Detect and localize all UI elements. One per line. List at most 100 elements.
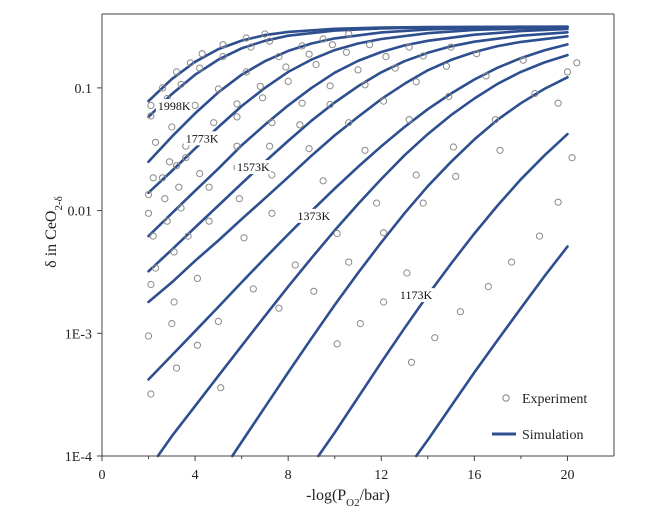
y-tick-label: 0.1 xyxy=(75,82,93,97)
experiment-point xyxy=(205,217,213,225)
experiment-point xyxy=(149,174,157,182)
experiment-point xyxy=(158,174,167,182)
experiment-point xyxy=(380,229,388,237)
experiment-point xyxy=(182,154,190,162)
experiment-point xyxy=(419,52,427,60)
experiment-point xyxy=(191,101,199,110)
experiment-point xyxy=(266,142,274,150)
experiment-point xyxy=(268,171,276,179)
simulation-curve-7 xyxy=(147,35,569,304)
experiment-point xyxy=(268,209,276,217)
experiment-point xyxy=(151,138,160,146)
experiment-point xyxy=(196,64,204,72)
temperature-label: 1373K xyxy=(297,209,330,223)
experiment-point xyxy=(214,317,222,325)
x-axis-ticks: 0 4 8 12 16 20 xyxy=(99,456,574,483)
experiment-point xyxy=(405,43,413,51)
temperature-label: 1998K xyxy=(158,99,191,113)
temperature-label-backing xyxy=(183,131,220,146)
experiment-point xyxy=(563,68,572,76)
x-axis-title: -log(PO2/bar) xyxy=(306,487,390,509)
experiment-point xyxy=(310,287,318,295)
experiment-point xyxy=(147,101,155,110)
experiment-point xyxy=(342,48,350,56)
experiment-point xyxy=(198,50,206,58)
experiment-point xyxy=(554,198,562,206)
temperature-labels: 1998K 1773K 1573K 1373K 1173K xyxy=(155,99,434,303)
experiment-point xyxy=(256,82,264,90)
experiment-point xyxy=(373,199,381,207)
experiment-point xyxy=(345,30,353,38)
experiment-point xyxy=(163,217,171,225)
x-tick-label: 0 xyxy=(99,468,106,483)
experiment-point xyxy=(312,60,320,69)
experiment-point xyxy=(219,53,227,61)
experiment-point xyxy=(161,195,169,203)
temperature-label-backing xyxy=(397,288,434,303)
experiment-point xyxy=(508,258,516,266)
simulation-curve-12 xyxy=(414,245,569,458)
plot-area xyxy=(144,25,581,458)
temperature-label-backing xyxy=(155,99,192,114)
x-tick-label: 12 xyxy=(374,468,388,483)
experiment-point xyxy=(205,183,213,191)
experiment-point xyxy=(144,209,153,217)
temperature-label-backing xyxy=(234,160,271,175)
experiment-point xyxy=(296,121,304,129)
x-tick-label: 16 xyxy=(467,468,481,483)
simulation-curve-5 xyxy=(147,27,569,238)
legend: Experiment Simulation xyxy=(492,392,587,443)
y-axis-title: δ in CeO2-δ xyxy=(43,196,65,268)
experiment-point xyxy=(531,89,539,98)
temperature-label: 1573K xyxy=(237,160,270,174)
experiment-point xyxy=(442,62,450,70)
temperature-label-backing xyxy=(295,208,332,223)
experiment-point xyxy=(305,50,313,58)
experiment-point xyxy=(298,99,306,107)
experiment-point xyxy=(233,100,241,108)
experiment-point xyxy=(449,143,457,151)
x-tick-label: 20 xyxy=(560,468,574,483)
experiment-point xyxy=(172,364,181,372)
experiment-point xyxy=(149,232,157,240)
experiment-point xyxy=(147,390,155,398)
experiment-point xyxy=(172,68,181,76)
experiment-point xyxy=(275,53,283,61)
experiment-point xyxy=(407,358,416,366)
axes xyxy=(101,13,615,457)
experiment-point xyxy=(405,116,413,124)
experiment-point xyxy=(193,341,201,349)
experiment-point xyxy=(535,232,544,240)
experiment-point xyxy=(210,119,218,127)
experiment-point xyxy=(484,283,492,291)
simulation-curve-8 xyxy=(147,43,569,381)
temperature-label: 1173K xyxy=(400,288,433,302)
experiment-point xyxy=(456,308,464,316)
experiment-point xyxy=(391,64,399,72)
experiment-point xyxy=(172,162,181,170)
experiment-point xyxy=(452,172,460,180)
experiment-point xyxy=(240,234,248,242)
y-tick-label: 1E-3 xyxy=(65,327,92,342)
experiment-point xyxy=(233,113,241,121)
experiment-point xyxy=(491,116,499,124)
experiment-point xyxy=(412,171,420,179)
experiment-point xyxy=(175,183,183,191)
experiment-point xyxy=(196,170,204,178)
experiment-point xyxy=(247,43,255,51)
experiment-point xyxy=(403,269,411,277)
experiment-point xyxy=(345,258,353,266)
experiment-point xyxy=(326,101,334,109)
experiment-point xyxy=(168,320,176,328)
experiment-point xyxy=(519,56,527,64)
experiment-point xyxy=(305,145,313,153)
experiment-point xyxy=(473,50,481,58)
experiment-point xyxy=(144,332,153,340)
experiment-point xyxy=(284,77,292,86)
experiment-point xyxy=(366,41,374,49)
experiment-point xyxy=(193,274,201,282)
experiment-point xyxy=(170,298,178,306)
experiment-point xyxy=(326,82,334,90)
experiment-point xyxy=(249,285,257,293)
